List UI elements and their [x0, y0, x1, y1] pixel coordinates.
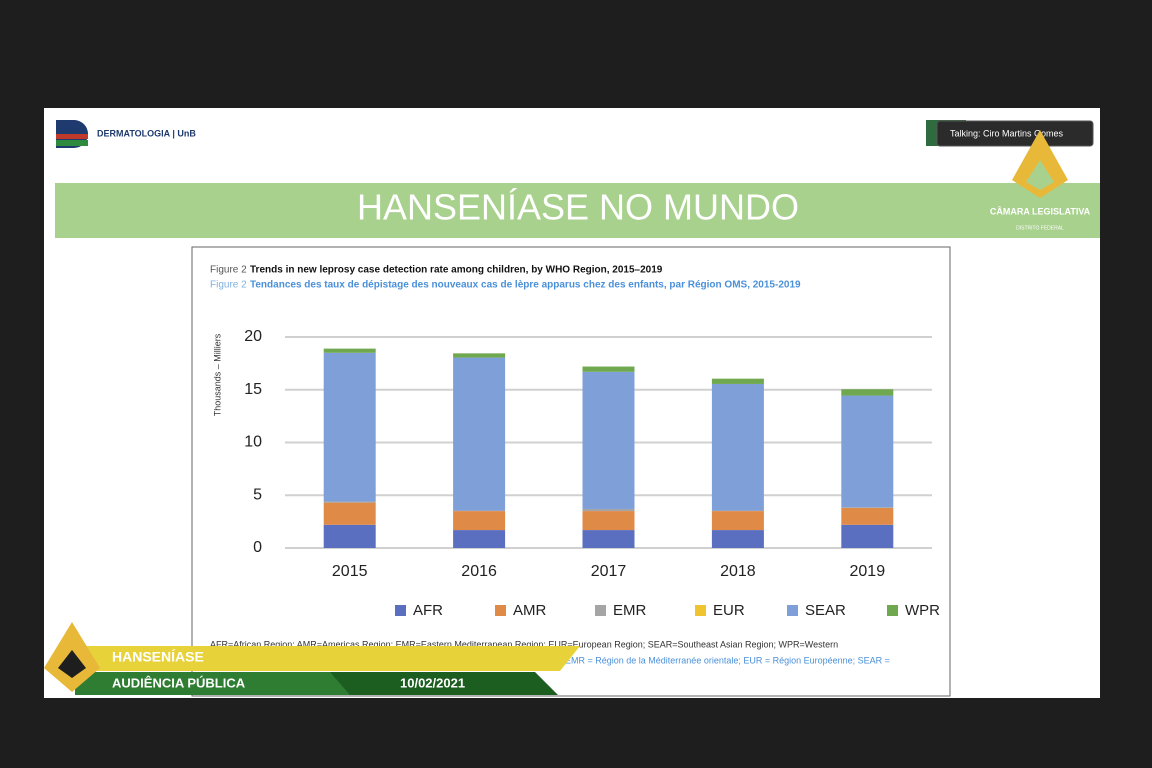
bar-segment	[841, 507, 894, 525]
logo-stripe	[56, 140, 88, 146]
y-tick-label: 5	[253, 486, 262, 503]
logo-stripe	[56, 134, 88, 139]
figure-label: Figure 2	[210, 280, 247, 291]
lower-third: HANSENÍASE AUDIÊNCIA PÚBLICA 10/02/2021	[44, 622, 580, 695]
broadcaster-name: CÂMARA LEGISLATIVA	[990, 205, 1091, 216]
bar-segment	[841, 395, 894, 508]
legend-label: WPR	[905, 602, 940, 619]
broadcaster-logo-inner	[1026, 160, 1054, 190]
bar-segment	[582, 508, 635, 512]
bar-segment	[453, 530, 506, 548]
footnote: AFR=African Region; AMR=Americas Region;…	[210, 639, 838, 649]
legend-label: AFR	[413, 602, 443, 619]
bar-segment	[323, 524, 376, 548]
logo-text: DERMATOLOGIA | UnB	[97, 128, 196, 138]
bar-segment	[453, 357, 506, 511]
y-tick-label: 15	[244, 381, 262, 398]
bar-segment	[453, 510, 506, 512]
chart-subtitle: Tendances des taux de dépistage des nouv…	[250, 280, 801, 291]
y-tick-label: 10	[244, 434, 262, 451]
chart-title: Trends in new leprosy case detection rat…	[250, 265, 663, 276]
bar-segment	[841, 507, 894, 508]
bar-segment	[323, 348, 376, 353]
x-tick-label: 2019	[850, 563, 886, 580]
lower-third-logo-inner	[58, 650, 86, 678]
legend-swatch	[787, 605, 798, 616]
bar-segment	[582, 371, 635, 509]
figure-label: Figure 2	[210, 265, 247, 276]
bar-segment	[453, 511, 506, 531]
talking-indicator	[936, 120, 1094, 147]
x-tick-label: 2015	[332, 563, 368, 580]
title-banner	[55, 183, 1100, 238]
bar-segment	[582, 530, 635, 548]
x-tick-label: 2018	[720, 563, 756, 580]
bar-segment	[453, 353, 506, 358]
bar-segment	[841, 389, 894, 396]
bar-segment	[323, 502, 376, 525]
bar-segment	[582, 511, 635, 531]
legend-swatch	[887, 605, 898, 616]
x-tick-label: 2017	[591, 563, 627, 580]
chart: 0 5 10 15 20 2015 2016 2017 2018 2019 AFR AMR EMR EUR…	[244, 328, 940, 619]
legend-label: AMR	[513, 602, 547, 619]
figure-frame	[191, 246, 951, 697]
date-text: 10/02/2021	[400, 675, 465, 690]
broadcaster-subname: DISTRITO FEDERAL	[1016, 225, 1064, 231]
bar-segment	[711, 530, 764, 548]
bar-segment	[711, 383, 764, 511]
date-bar	[330, 672, 558, 695]
slide-title: HANSENÍASE NO MUNDO	[357, 187, 799, 228]
legend-swatch	[695, 605, 706, 616]
legend-swatch	[395, 605, 406, 616]
bar-segment	[323, 501, 376, 503]
y-axis-label: Thousands – Milliers	[212, 333, 222, 416]
talking-text: Talking: Ciro Martins Gomes	[950, 128, 1064, 138]
bar-segment	[582, 366, 635, 372]
footnote: EMR = Région de la Méditerranée oriental…	[565, 655, 890, 665]
legend-label: EUR	[713, 602, 745, 619]
legend-label: EMR	[613, 602, 647, 619]
bar-segment	[711, 510, 764, 512]
topic-text: HANSENÍASE	[112, 649, 204, 665]
event-bar	[75, 672, 360, 695]
y-tick-label: 20	[244, 328, 262, 345]
legend-swatch	[495, 605, 506, 616]
legend-label: SEAR	[805, 602, 846, 619]
x-tick-label: 2016	[461, 563, 497, 580]
bar-segment	[841, 524, 894, 548]
y-tick-label: 0	[253, 539, 262, 556]
bar-segment	[711, 378, 764, 384]
topic-bar	[75, 646, 580, 671]
legend-swatch	[595, 605, 606, 616]
event-text: AUDIÊNCIA PÚBLICA	[112, 675, 246, 690]
bar-segment	[323, 352, 376, 502]
bar-segment	[711, 511, 764, 531]
